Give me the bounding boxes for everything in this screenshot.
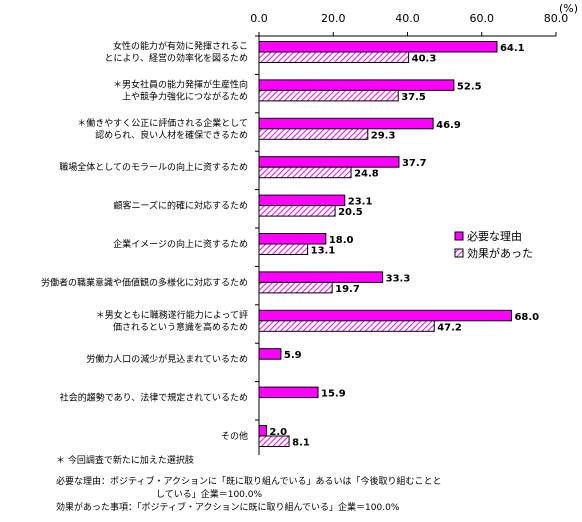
- note-effect: 効果があった事項：「ポジティブ・アクションに既に取り組んでいる」企業＝100.0…: [56, 503, 400, 513]
- bar-required-reason: [258, 309, 512, 322]
- data-label-required-reason: 46.9: [436, 120, 461, 131]
- category-label: 女性の能力が有効に発揮されるこ: [113, 40, 248, 52]
- x-tick-label: 60.0: [470, 12, 495, 25]
- data-label-effect: 29.3: [371, 130, 396, 141]
- data-label-required-reason: 15.9: [321, 389, 346, 400]
- category-label: ＊男女ともに職務遂行能力によって評: [96, 309, 248, 321]
- bar-required-reason: [258, 425, 267, 437]
- category-label: 企業イメージの向上に资するため: [113, 238, 248, 250]
- data-label-required-reason: 33.3: [386, 273, 411, 284]
- category-label: 労働力人口の減少が見込まれているため: [86, 353, 248, 365]
- chart-notes: ＊ 今回調査で新たに加えた選択肢 必要な理由：ポジティブ・アクションに「既に取り…: [56, 455, 442, 515]
- x-axis-unit: (%): [559, 2, 578, 15]
- x-tick-label: 0.0: [250, 12, 268, 25]
- legend-label-required-reason: 必要な理由: [467, 229, 522, 243]
- note-required-reason: 必要な理由：ポジティブ・アクションに「既に取り組んでいる」あるいは「今後取り組む…: [56, 477, 442, 487]
- bar-required-reason: [258, 79, 455, 91]
- data-label-required-reason: 64.1: [500, 43, 525, 54]
- category-label: ＊働きやすく公正に評価される企業として: [77, 117, 248, 129]
- category-label: 社会的趨勢であり、法律で規定されているため: [60, 392, 248, 404]
- bar-effect: [258, 320, 435, 332]
- x-tick-label: 40.0: [395, 12, 420, 25]
- category-label: 顧客ニーズに的確に対応するため: [113, 200, 248, 212]
- bar-effect: [258, 281, 333, 294]
- asterisk-note: ＊ 今回調査で新たに加えた選択肢: [56, 456, 194, 466]
- data-label-effect: 19.7: [335, 284, 360, 295]
- data-label-effect: 24.8: [354, 169, 379, 180]
- data-label-required-reason: 52.5: [457, 81, 482, 92]
- data-label-required-reason: 37.7: [402, 158, 427, 169]
- bar-effect: [258, 243, 309, 255]
- bar-required-reason: [258, 233, 327, 245]
- legend-swatch-effect: [454, 248, 464, 258]
- x-tick-label: 20.0: [321, 12, 346, 25]
- note-required-reason-cont: している」企業＝100.0%: [156, 490, 263, 500]
- bar-effect: [258, 205, 336, 217]
- bar-required-reason: [258, 117, 434, 130]
- category-label: その他: [221, 430, 248, 442]
- data-label-required-reason: 2.0: [269, 427, 287, 438]
- category-label: 上や競争力強化につながるため: [122, 90, 248, 102]
- bar-effect: [258, 89, 399, 102]
- bar-required-reason: [258, 348, 282, 360]
- data-label-effect: 13.1: [311, 246, 336, 257]
- bar-chart: 0.0 20.0 40.0 60.0 80.0(%) 女性の能力が有効に発揮されることに…: [41, 2, 578, 455]
- legend-label-effect: 効果があった: [467, 246, 533, 260]
- chart-bars: [258, 41, 512, 447]
- chart-axes: 0.0 20.0 40.0 60.0 80.0(%): [250, 2, 578, 455]
- bar-required-reason: [258, 156, 400, 168]
- category-label: 労働者の職業意識や価値観の多様化に対応するため: [41, 276, 248, 288]
- category-label: 職場全体としてのモラールの向上に资するため: [59, 161, 248, 173]
- data-label-required-reason: 23.1: [348, 197, 373, 208]
- bar-effect: [258, 51, 410, 63]
- category-label: 認められ、良い人材を確保できるため: [95, 129, 248, 141]
- data-label-effect: 20.5: [338, 207, 363, 218]
- bar-required-reason: [258, 271, 384, 283]
- bar-required-reason: [258, 386, 319, 399]
- data-label-effect: 47.2: [437, 322, 462, 333]
- category-label: ＊男女社員の能力発揮が生産性向: [113, 78, 248, 90]
- data-label-effect: 8.1: [292, 438, 310, 449]
- data-label-required-reason: 18.0: [329, 235, 354, 246]
- bar-effect: [258, 128, 369, 140]
- data-label-effect: 40.3: [412, 54, 437, 65]
- bar-effect: [258, 166, 352, 179]
- data-label-required-reason: 5.9: [284, 350, 302, 361]
- x-tick-label: 80.0: [544, 12, 569, 25]
- bar-required-reason: [258, 41, 498, 53]
- bar-effect: [258, 435, 290, 447]
- bar-required-reason: [258, 194, 346, 207]
- data-label-required-reason: 68.0: [514, 312, 539, 323]
- category-label: 価されるという意識を高めるため: [113, 321, 248, 333]
- legend-swatch-required-reason: [454, 231, 464, 241]
- category-label: とにより、経営の効率化を図るため: [105, 52, 248, 64]
- data-label-effect: 37.5: [401, 92, 426, 103]
